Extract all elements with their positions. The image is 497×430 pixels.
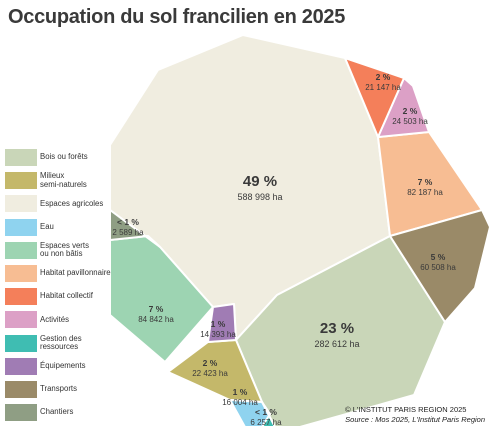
- cell-area-transports: 60 508 ha: [420, 263, 456, 272]
- legend-item-eau: Eau: [5, 216, 117, 239]
- cell-area-activites: 24 503 ha: [392, 117, 428, 126]
- legend-item-verts: Espaces verts ou non bâtis: [5, 239, 117, 262]
- cell-percent-activites: 2 %: [403, 106, 418, 116]
- legend-swatch: [5, 149, 37, 167]
- legend-label: Gestion des ressources: [40, 333, 82, 352]
- cell-percent-eau: 1 %: [233, 387, 248, 397]
- legend-item-equipements: Équipements: [5, 355, 117, 378]
- cell-percent-ressources: < 1 %: [255, 407, 277, 417]
- cell-equipements: [207, 303, 237, 343]
- legend-label: Habitat pavillonnaire: [40, 268, 111, 278]
- cell-ressources: [261, 401, 276, 428]
- cell-percent-agricole: 49 %: [243, 173, 277, 190]
- legend-item-pavillonnaire: Habitat pavillonnaire: [5, 262, 117, 285]
- legend-item-bois: Bois ou forêts: [5, 146, 117, 169]
- legend-swatch: [5, 311, 37, 329]
- legend-swatch: [5, 380, 37, 398]
- legend-label: Transports: [40, 384, 77, 394]
- cell-area-ressources: 6 257 ha: [250, 418, 282, 427]
- cell-area-agricole: 588 998 ha: [237, 192, 282, 202]
- cell-percent-bois: 23 %: [320, 320, 354, 337]
- source-text: Source : Mos 2025, L'Institut Paris Regi…: [345, 415, 485, 424]
- legend-swatch: [5, 334, 37, 352]
- legend-swatch: [5, 357, 37, 375]
- cell-area-eau: 16 004 ha: [222, 398, 258, 407]
- legend-swatch: [5, 265, 37, 283]
- cell-area-collectif: 21 147 ha: [365, 83, 401, 92]
- legend-label: Eau: [40, 221, 54, 231]
- cell-chantiers: [109, 209, 161, 248]
- legend-swatch: [5, 241, 37, 259]
- legend-item-chantiers: Chantiers: [5, 401, 117, 424]
- legend-label: Espaces verts ou non bâtis: [40, 240, 89, 259]
- legend-swatch: [5, 195, 37, 213]
- legend-label: Chantiers: [40, 407, 74, 417]
- legend-label: Milieux semi-naturels: [40, 171, 87, 189]
- cell-transports: [389, 209, 491, 323]
- cell-percent-chantiers: < 1 %: [117, 217, 139, 227]
- cell-percent-milieux: 2 %: [203, 358, 218, 368]
- legend-label: Espaces agricoles: [40, 198, 104, 208]
- cell-area-equipements: 14 393 ha: [200, 330, 236, 339]
- cell-area-bois: 282 612 ha: [314, 339, 359, 349]
- legend-swatch: [5, 218, 37, 236]
- cell-percent-collectif: 2 %: [376, 72, 391, 82]
- legend-label: Bois ou forêts: [40, 152, 88, 162]
- credit: © L'INSTITUT PARIS REGION 2025 Source : …: [345, 405, 485, 425]
- cell-percent-transports: 5 %: [431, 252, 446, 262]
- legend-label: Habitat collectif: [40, 291, 93, 301]
- legend-item-activites: Activités: [5, 308, 117, 331]
- legend-swatch: [5, 172, 37, 190]
- legend-item-milieux: Milieux semi-naturels: [5, 169, 117, 192]
- cell-area-pavillonnaire: 82 187 ha: [407, 188, 443, 197]
- cell-percent-equipements: 1 %: [211, 319, 226, 329]
- legend-item-ressources: Gestion des ressources: [5, 332, 117, 355]
- legend-item-transports: Transports: [5, 378, 117, 401]
- legend-label: Équipements: [40, 360, 86, 370]
- cell-area-verts: 84 842 ha: [138, 315, 174, 324]
- legend-swatch: [5, 404, 37, 422]
- copyright-text: © L'INSTITUT PARIS REGION 2025: [345, 405, 467, 414]
- legend: Bois ou forêts Milieux semi-naturels Espac…: [5, 146, 117, 424]
- cell-percent-pavillonnaire: 7 %: [418, 177, 433, 187]
- cell-percent-verts: 7 %: [149, 304, 164, 314]
- legend-item-agricole: Espaces agricoles: [5, 192, 117, 215]
- legend-swatch: [5, 288, 37, 306]
- cell-area-milieux: 22 423 ha: [192, 369, 228, 378]
- legend-label: Activités: [40, 314, 70, 324]
- cell-area-chantiers: 2 589 ha: [112, 228, 144, 237]
- cell-collectif: [344, 57, 405, 138]
- chart-title: Occupation du sol francilien en 2025: [8, 6, 346, 28]
- legend-item-collectif: Habitat collectif: [5, 285, 117, 308]
